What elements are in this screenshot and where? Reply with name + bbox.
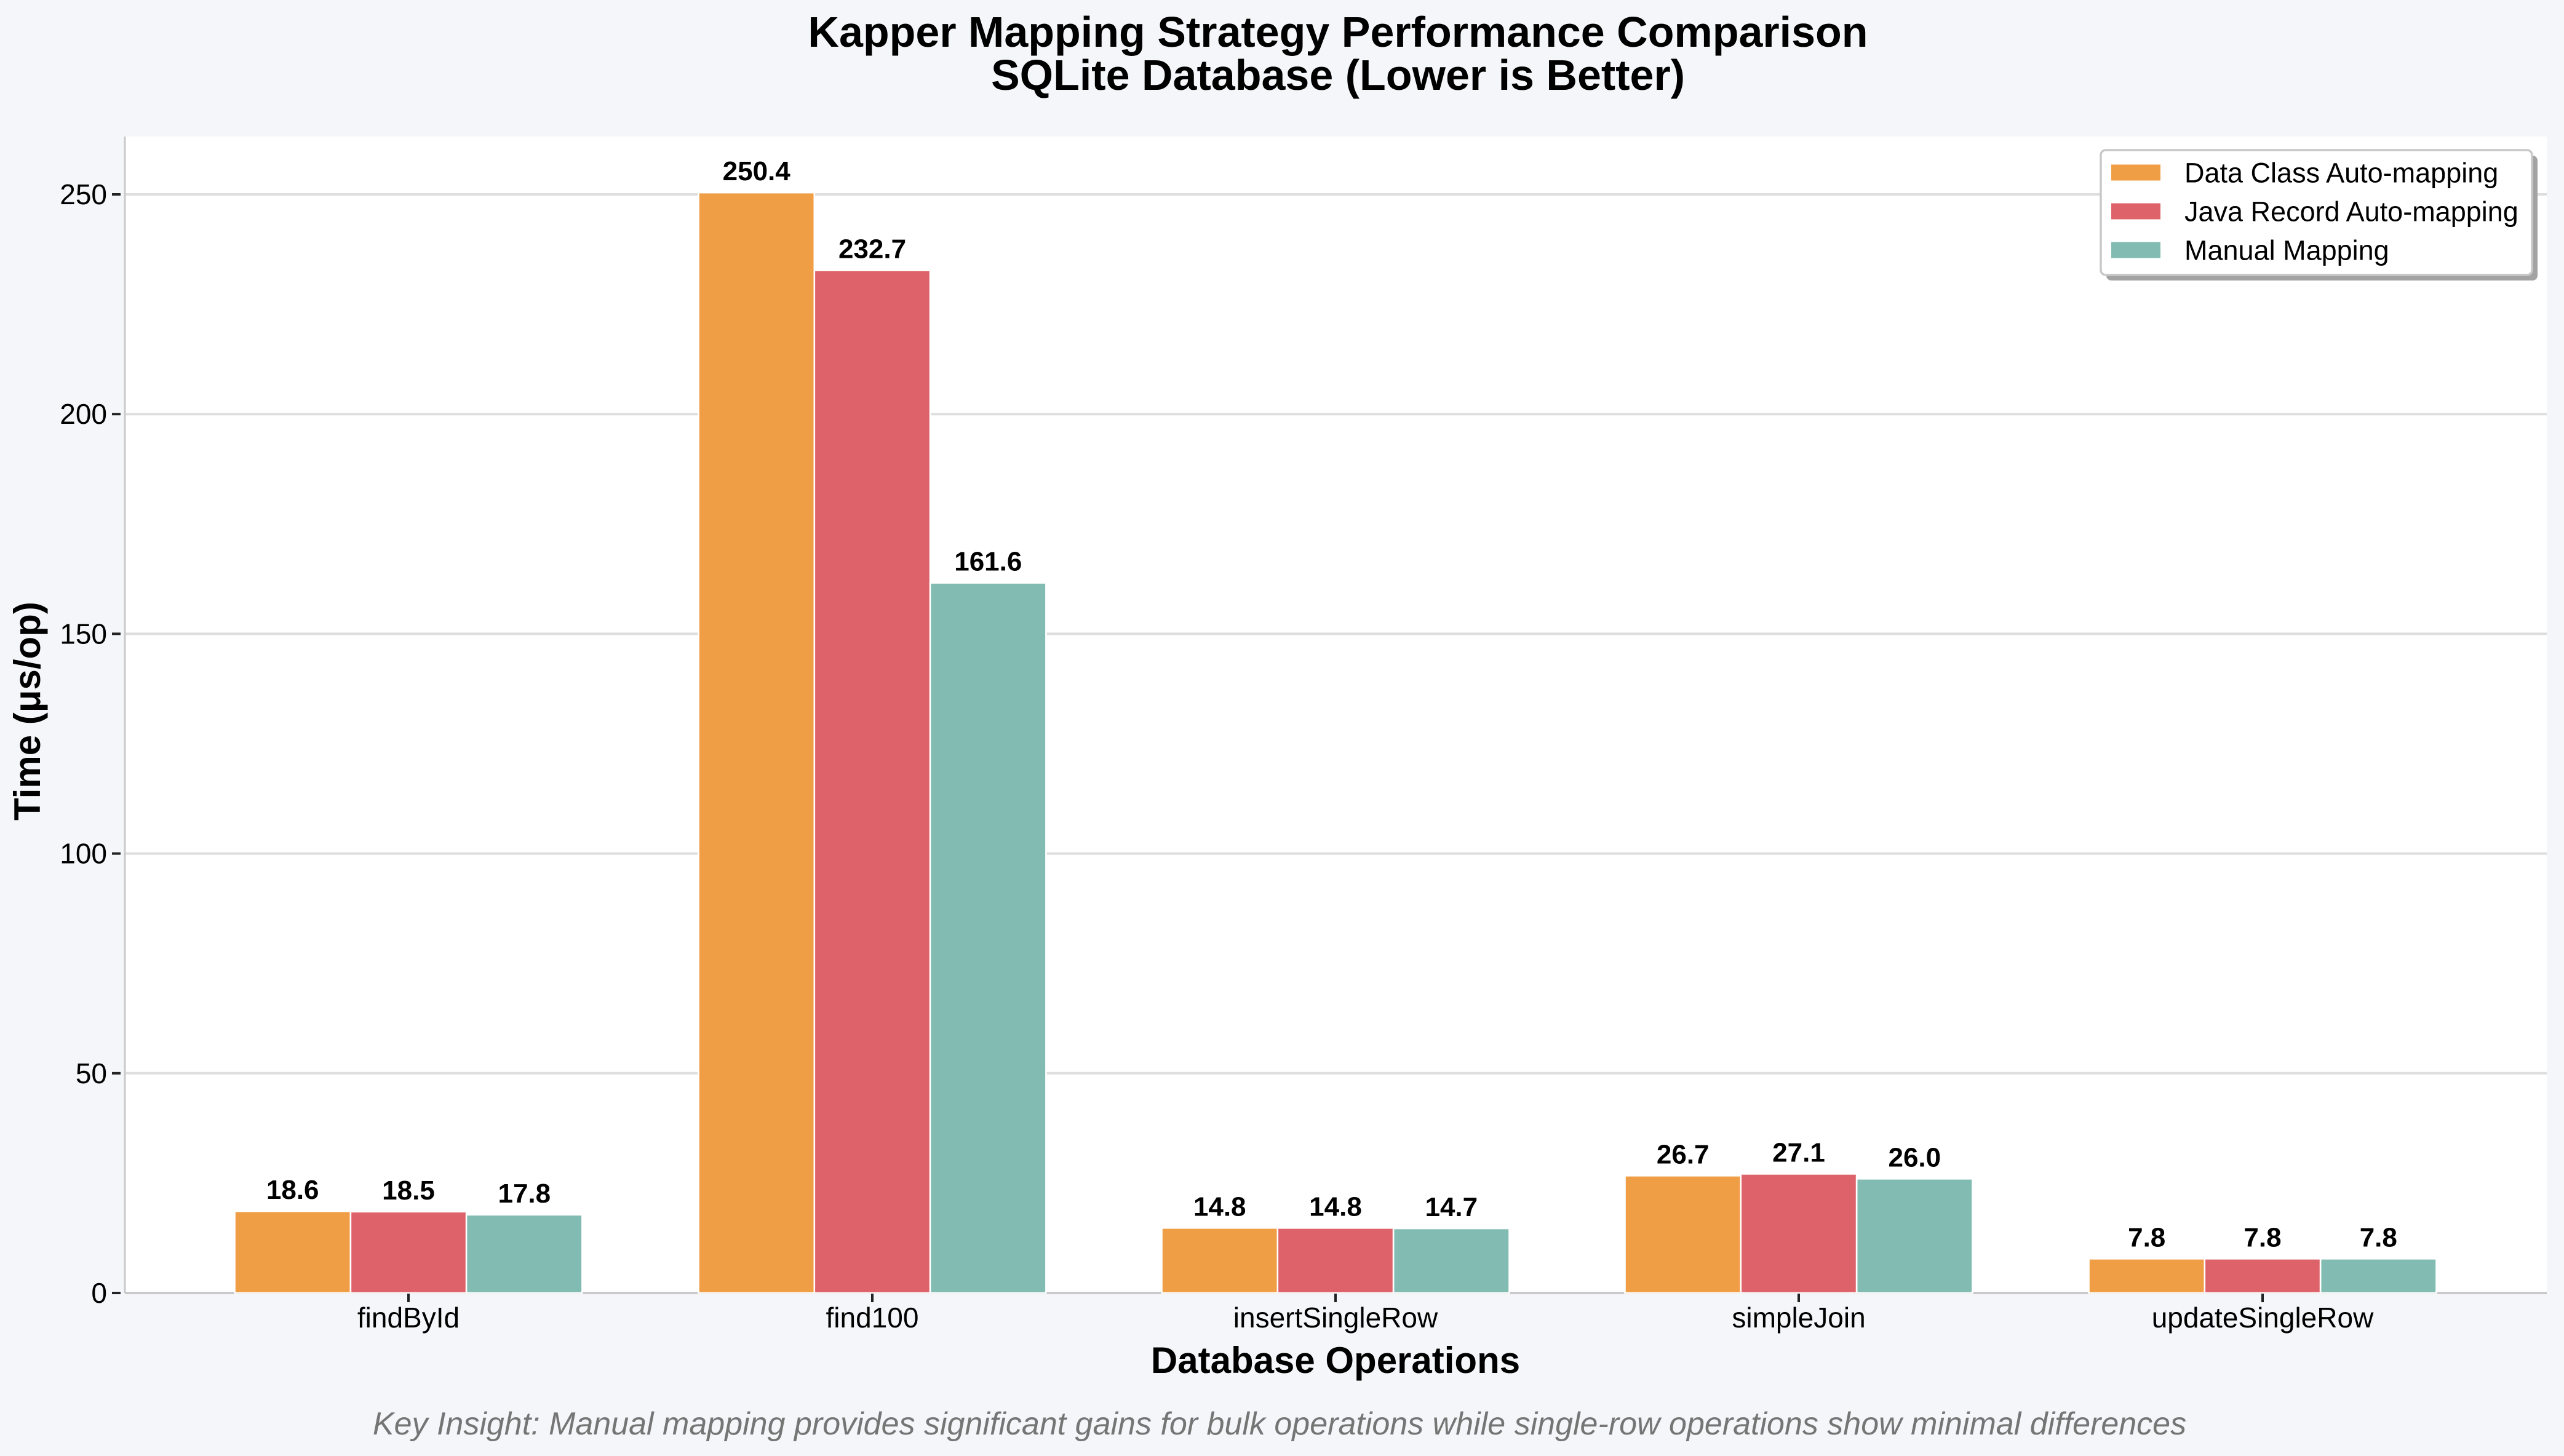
svg-text:insertSingleRow: insertSingleRow xyxy=(1233,1302,1438,1334)
svg-text:7.8: 7.8 xyxy=(2128,1222,2165,1252)
svg-text:0: 0 xyxy=(91,1277,107,1309)
svg-text:27.1: 27.1 xyxy=(1772,1137,1825,1168)
svg-text:17.8: 17.8 xyxy=(498,1179,551,1209)
svg-text:Database Operations: Database Operations xyxy=(1151,1340,1520,1381)
svg-text:250.4: 250.4 xyxy=(723,156,791,186)
svg-text:150: 150 xyxy=(60,618,107,650)
svg-text:50: 50 xyxy=(76,1057,107,1089)
svg-text:14.8: 14.8 xyxy=(1309,1191,1362,1222)
svg-text:Java Record Auto-mapping: Java Record Auto-mapping xyxy=(2184,196,2518,228)
svg-text:7.8: 7.8 xyxy=(2360,1222,2397,1252)
svg-text:updateSingleRow: updateSingleRow xyxy=(2152,1302,2374,1334)
svg-text:findById: findById xyxy=(357,1302,460,1334)
svg-text:Time (μs/op): Time (μs/op) xyxy=(7,602,48,821)
svg-text:18.6: 18.6 xyxy=(266,1175,319,1205)
svg-text:14.7: 14.7 xyxy=(1425,1192,1478,1222)
svg-text:simpleJoin: simpleJoin xyxy=(1732,1302,1865,1334)
svg-text:7.8: 7.8 xyxy=(2244,1222,2281,1252)
svg-text:Data Class Auto-mapping: Data Class Auto-mapping xyxy=(2184,157,2498,189)
svg-text:26.7: 26.7 xyxy=(1657,1139,1710,1169)
svg-text:14.8: 14.8 xyxy=(1193,1191,1246,1222)
svg-text:SQLite Database (Lower is Bett: SQLite Database (Lower is Better) xyxy=(991,51,1685,99)
svg-text:161.6: 161.6 xyxy=(954,547,1022,577)
svg-text:find100: find100 xyxy=(826,1302,919,1334)
svg-text:Key Insight: Manual mapping pr: Key Insight: Manual mapping provides sig… xyxy=(373,1406,2186,1442)
svg-text:232.7: 232.7 xyxy=(838,234,906,265)
svg-text:18.5: 18.5 xyxy=(382,1176,435,1206)
svg-text:200: 200 xyxy=(60,398,107,430)
svg-text:100: 100 xyxy=(60,838,107,870)
svg-text:Kapper Mapping Strategy Perfor: Kapper Mapping Strategy Performance Comp… xyxy=(808,8,1868,56)
svg-text:250: 250 xyxy=(60,178,107,210)
svg-text:Manual Mapping: Manual Mapping xyxy=(2184,235,2389,266)
svg-text:26.0: 26.0 xyxy=(1888,1142,1941,1172)
